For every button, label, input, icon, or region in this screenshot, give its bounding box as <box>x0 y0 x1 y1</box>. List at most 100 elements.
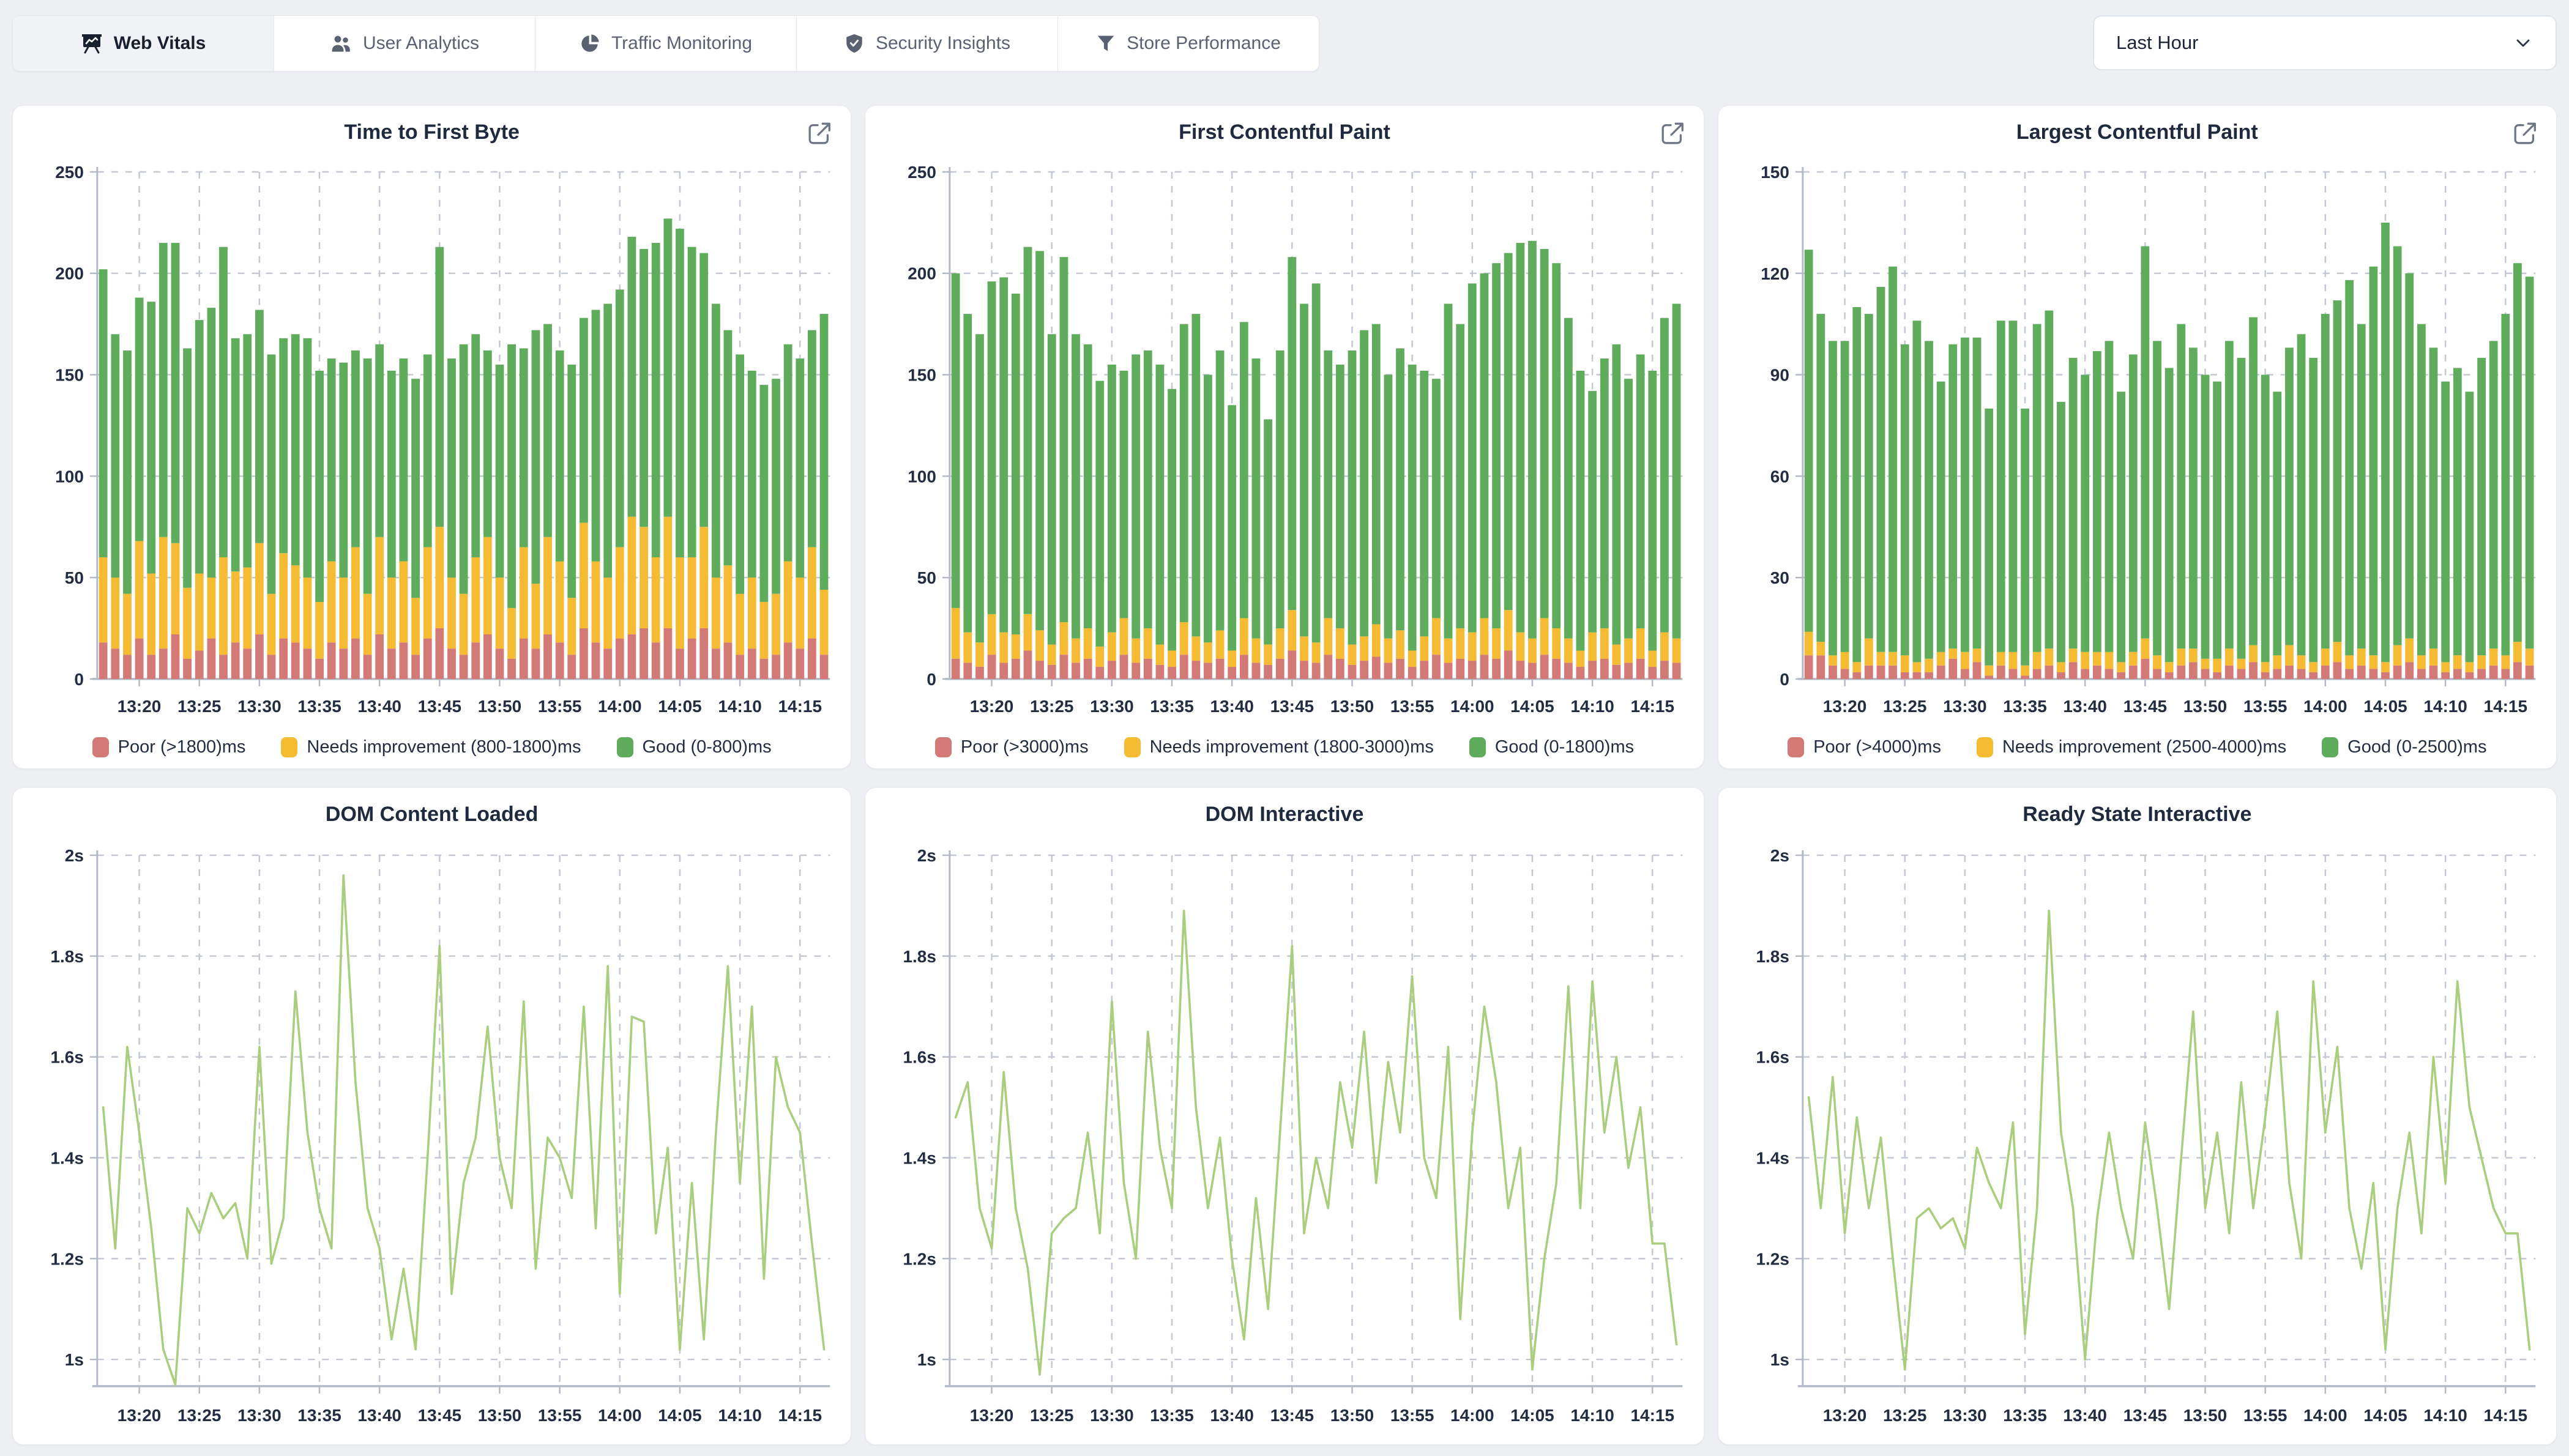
svg-text:1.8s: 1.8s <box>903 947 936 966</box>
tab-label: Web Vitals <box>114 33 206 54</box>
tab-label: User Analytics <box>363 33 479 54</box>
dom-interactive-chart: 13:2013:2513:3013:3513:4013:4513:5013:55… <box>878 841 1691 1436</box>
svg-text:13:40: 13:40 <box>2063 697 2107 716</box>
svg-text:13:25: 13:25 <box>1030 697 1074 716</box>
svg-text:14:05: 14:05 <box>658 697 702 716</box>
svg-text:14:10: 14:10 <box>1571 1406 1615 1425</box>
svg-text:13:30: 13:30 <box>1090 697 1134 716</box>
svg-text:14:00: 14:00 <box>598 697 642 716</box>
svg-text:13:50: 13:50 <box>2183 1406 2227 1425</box>
external-link-icon[interactable] <box>2511 119 2539 147</box>
svg-text:14:05: 14:05 <box>1511 697 1555 716</box>
tab-traffic-monitoring[interactable]: Traffic Monitoring <box>535 16 797 71</box>
external-link-icon[interactable] <box>1658 119 1687 147</box>
card-header: Time to First Byte <box>25 106 838 158</box>
card-header: DOM Interactive <box>878 788 1691 841</box>
svg-text:1.4s: 1.4s <box>1756 1148 1789 1167</box>
legend-item: Needs improvement (1800-3000)ms <box>1124 737 1434 757</box>
pie-chart-icon <box>580 33 600 54</box>
tab-web-vitals[interactable]: Web Vitals <box>13 16 274 71</box>
legend-label: Poor (>4000)ms <box>1813 737 1941 757</box>
svg-text:14:15: 14:15 <box>2483 1406 2527 1425</box>
svg-text:13:30: 13:30 <box>1943 1406 1987 1425</box>
svg-text:0: 0 <box>927 670 937 689</box>
chart-title: DOM Interactive <box>1206 803 1364 826</box>
svg-text:150: 150 <box>55 366 84 385</box>
svg-text:13:50: 13:50 <box>478 1406 522 1425</box>
legend-item: Poor (>1800)ms <box>92 737 246 757</box>
svg-text:13:20: 13:20 <box>1822 697 1866 716</box>
svg-text:13:35: 13:35 <box>297 697 341 716</box>
svg-text:1.8s: 1.8s <box>1756 947 1789 966</box>
svg-text:13:30: 13:30 <box>1943 697 1987 716</box>
legend-swatch <box>1124 737 1141 757</box>
legend-label: Needs improvement (1800-3000)ms <box>1150 737 1434 757</box>
svg-text:0: 0 <box>74 670 84 689</box>
dom-content-loaded-chart: 13:2013:2513:3013:3513:4013:4513:5013:55… <box>25 841 838 1436</box>
svg-text:1.6s: 1.6s <box>1756 1048 1789 1067</box>
svg-text:100: 100 <box>55 467 84 486</box>
legend-item: Good (0-800)ms <box>617 737 772 757</box>
svg-text:2s: 2s <box>917 846 936 865</box>
tab-store-performance[interactable]: Store Performance <box>1058 16 1319 71</box>
svg-text:14:15: 14:15 <box>1631 1406 1675 1425</box>
tab-user-analytics[interactable]: User Analytics <box>274 16 535 71</box>
svg-text:1.8s: 1.8s <box>50 947 83 966</box>
legend-swatch <box>2322 737 2338 757</box>
svg-text:30: 30 <box>1770 568 1789 587</box>
presentation-chart-icon <box>81 32 103 54</box>
largest-contentful-paint-chart: 13:2013:2513:3013:3513:4013:4513:5013:55… <box>1731 158 2544 724</box>
tab-security-insights[interactable]: Security Insights <box>797 16 1058 71</box>
svg-text:14:00: 14:00 <box>1450 1406 1494 1425</box>
svg-text:13:30: 13:30 <box>1090 1406 1134 1425</box>
svg-text:13:50: 13:50 <box>1330 1406 1374 1425</box>
svg-text:1s: 1s <box>65 1350 84 1369</box>
svg-text:13:50: 13:50 <box>1330 697 1374 716</box>
svg-text:14:05: 14:05 <box>2363 697 2407 716</box>
shield-check-icon <box>844 33 865 54</box>
chart-title: Ready State Interactive <box>2023 803 2251 826</box>
svg-text:13:30: 13:30 <box>237 697 282 716</box>
time-to-first-byte-chart: 13:2013:2513:3013:3513:4013:4513:5013:55… <box>25 158 838 724</box>
svg-text:13:20: 13:20 <box>1822 1406 1866 1425</box>
legend-item: Good (0-2500)ms <box>2322 737 2486 757</box>
svg-text:14:05: 14:05 <box>1511 1406 1554 1425</box>
legend-swatch <box>617 737 633 757</box>
legend-swatch <box>92 737 109 757</box>
svg-text:13:25: 13:25 <box>177 697 222 716</box>
tab-label: Store Performance <box>1127 33 1281 54</box>
svg-text:100: 100 <box>908 467 937 486</box>
svg-text:13:25: 13:25 <box>1883 697 1927 716</box>
svg-text:14:10: 14:10 <box>1571 697 1615 716</box>
svg-text:13:20: 13:20 <box>117 1406 162 1425</box>
legend-label: Needs improvement (800-1800)ms <box>307 737 581 757</box>
svg-text:13:35: 13:35 <box>2003 697 2047 716</box>
svg-text:13:40: 13:40 <box>1210 1406 1254 1425</box>
svg-text:14:15: 14:15 <box>2483 697 2527 716</box>
svg-text:13:25: 13:25 <box>1883 1406 1927 1425</box>
svg-text:14:10: 14:10 <box>2423 1406 2467 1425</box>
svg-text:14:00: 14:00 <box>2303 697 2347 716</box>
svg-text:14:15: 14:15 <box>778 1406 822 1425</box>
svg-text:50: 50 <box>917 568 936 587</box>
legend-item: Poor (>3000)ms <box>935 737 1089 757</box>
svg-text:0: 0 <box>1780 670 1789 689</box>
svg-text:1s: 1s <box>917 1350 936 1369</box>
svg-text:13:45: 13:45 <box>418 1406 462 1425</box>
time-range-select[interactable]: Last Hour <box>2093 15 2557 70</box>
svg-text:150: 150 <box>1761 163 1789 182</box>
legend-label: Poor (>3000)ms <box>961 737 1089 757</box>
external-link-icon[interactable] <box>805 119 833 147</box>
svg-text:1.2s: 1.2s <box>50 1249 83 1268</box>
card-dom-interactive: DOM Interactive 13:2013:2513:3013:3513:4… <box>865 787 1704 1445</box>
first-contentful-paint-chart: 13:2013:2513:3013:3513:4013:4513:5013:55… <box>878 158 1691 724</box>
svg-text:13:35: 13:35 <box>2003 1406 2047 1425</box>
time-range-value: Last Hour <box>2116 32 2198 54</box>
svg-text:13:25: 13:25 <box>177 1406 222 1425</box>
legend-label: Poor (>1800)ms <box>118 737 246 757</box>
svg-text:13:50: 13:50 <box>478 697 522 716</box>
svg-text:13:40: 13:40 <box>357 697 401 716</box>
svg-text:60: 60 <box>1770 467 1789 486</box>
legend-label: Needs improvement (2500-4000)ms <box>2002 737 2286 757</box>
svg-text:14:10: 14:10 <box>718 1406 762 1425</box>
